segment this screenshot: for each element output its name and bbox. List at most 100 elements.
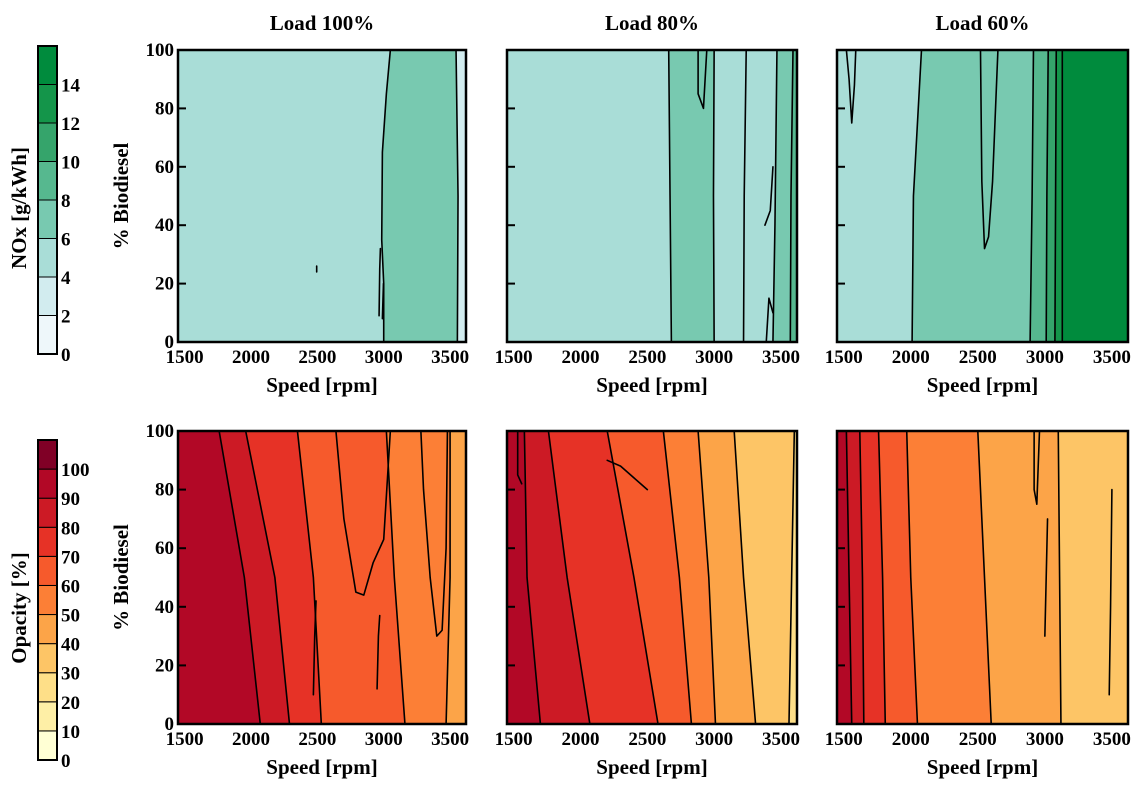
y-tick-label: 100: [146, 421, 175, 442]
contour-fill: [837, 431, 1128, 724]
contour-line-9: [516, 431, 523, 485]
colorbar-tick-label: 8: [61, 191, 71, 212]
contour-line-8: [312, 600, 317, 696]
contour-line-4: [385, 431, 406, 724]
contour-line-7: [1033, 431, 1041, 506]
x-axis-label: Speed [rpm]: [596, 373, 707, 397]
colorbar-tick-label: 0: [61, 345, 71, 366]
contour-line-2: [858, 431, 865, 724]
y-tick-label: 80: [155, 98, 174, 119]
x-tick-label: 2500: [298, 347, 336, 368]
contour-line-6: [845, 50, 857, 124]
colorbar-swatch: [37, 238, 58, 278]
x-tick-label: 3500: [762, 347, 800, 368]
panel-title: Load 60%: [936, 11, 1030, 35]
x-tick-label: 2000: [562, 347, 600, 368]
colorbar-tick-label: 14: [61, 76, 81, 97]
x-tick-label: 3000: [1026, 729, 1064, 750]
colorbar-swatch: [37, 122, 58, 162]
contour-line-2: [1029, 50, 1035, 342]
colorbar-tick-label: 10: [61, 722, 80, 743]
contour-fill: [507, 50, 797, 342]
colorbar-tick-label: 0: [61, 751, 71, 772]
contour-line-2: [244, 431, 291, 724]
colorbar-tick-label: 4: [61, 268, 71, 289]
x-tick-label: 3500: [762, 729, 800, 750]
contour-line-6: [733, 431, 757, 724]
contour-line-8: [606, 459, 649, 491]
colorbar-tick-label: 80: [61, 518, 80, 539]
contour-line-6: [1057, 431, 1062, 724]
plot-frame: [505, 48, 799, 344]
x-tick-label: 3500: [431, 347, 469, 368]
opacity-colorbar: 0 10 20 30 40 50 60 70 80 90 100 Opacity [%]: [7, 439, 90, 772]
contour-line-1: [911, 50, 923, 342]
x-tick-label: 2500: [959, 347, 997, 368]
x-tick-label: 1500: [495, 347, 533, 368]
x-tick-label: 2500: [628, 347, 666, 368]
panel-4: 0 20 40 60 80 100 1500 2000 2500 3000 3500 Speed [r…: [109, 421, 469, 779]
contour-line-3: [877, 431, 887, 724]
y-tick-label: 60: [155, 538, 174, 559]
colorbar-swatch: [37, 199, 58, 239]
colorbar-tick-label: 30: [61, 664, 80, 685]
contour-line-2: [455, 50, 459, 342]
colorbar-swatch: [37, 643, 58, 674]
colorbar-tick-label: 10: [61, 153, 80, 174]
plot-frame: [835, 48, 1130, 344]
colorbar-tick-label: 100: [61, 460, 90, 481]
contour-line-5: [697, 431, 717, 724]
x-tick-label: 2500: [959, 729, 997, 750]
x-tick-label: 3000: [695, 347, 733, 368]
panel-5: 1500 2000 2500 3000 3500 Speed [rpm]: [495, 429, 800, 779]
y-tick-label: 40: [155, 597, 174, 618]
colorbar-swatch: [37, 497, 58, 528]
x-tick-label: 2500: [298, 729, 336, 750]
contour-line-2: [547, 431, 591, 724]
contour-line-4: [662, 431, 693, 724]
x-axis-label: Speed [rpm]: [266, 755, 377, 779]
plot-frame: [835, 429, 1130, 726]
contour-line-3: [742, 50, 748, 342]
x-tick-label: 2000: [892, 729, 930, 750]
x-tick-label: 1500: [825, 347, 863, 368]
colorbar-tick-label: 50: [61, 606, 80, 627]
plot-frame: [176, 48, 468, 344]
contour-line-3: [378, 247, 382, 317]
contour-line-7: [420, 431, 449, 637]
colorbar-label: Opacity [%]: [7, 552, 31, 663]
y-tick-label: 100: [146, 40, 175, 61]
x-tick-label: 1500: [495, 729, 533, 750]
x-tick-label: 3000: [1026, 347, 1064, 368]
colorbar-frame: [37, 439, 58, 761]
contour-line-7: [979, 50, 999, 250]
x-tick-label: 2000: [232, 729, 270, 750]
colorbar-swatch: [37, 276, 58, 316]
panel-title: Load 80%: [605, 11, 699, 35]
contour-band-7: [1058, 431, 1128, 724]
contour-band-6: [1062, 50, 1128, 342]
y-tick-label: 60: [155, 157, 174, 178]
contour-line-4: [381, 282, 385, 320]
x-tick-label: 3500: [1093, 729, 1131, 750]
x-tick-label: 3500: [1093, 347, 1131, 368]
contour-line-4: [905, 431, 919, 724]
y-axis-label: % Biodiesel: [109, 142, 133, 249]
y-tick-label: 0: [165, 714, 175, 735]
contour-line-7: [764, 166, 774, 226]
contour-line-9: [1108, 488, 1113, 696]
contour-fill: [178, 431, 466, 724]
x-tick-label: 2000: [892, 347, 930, 368]
panel-1: 0 20 40 60 80 100 1500 2000 2500 3000 3500 Speed [r…: [109, 11, 469, 397]
contour-line-5: [445, 431, 451, 724]
contour-band-3: [456, 50, 466, 342]
nox-colorbar: 0 2 4 6 8 10 12 14 NOx [g/kWh]: [7, 45, 81, 366]
contour-line-7: [788, 431, 796, 724]
colorbar-tick-label: 70: [61, 547, 80, 568]
x-axis-label: Speed [rpm]: [596, 755, 707, 779]
contour-band-6: [446, 431, 466, 724]
contour-line-5: [977, 431, 993, 724]
x-axis-label: Speed [rpm]: [927, 373, 1038, 397]
contour-line-4: [772, 50, 778, 342]
